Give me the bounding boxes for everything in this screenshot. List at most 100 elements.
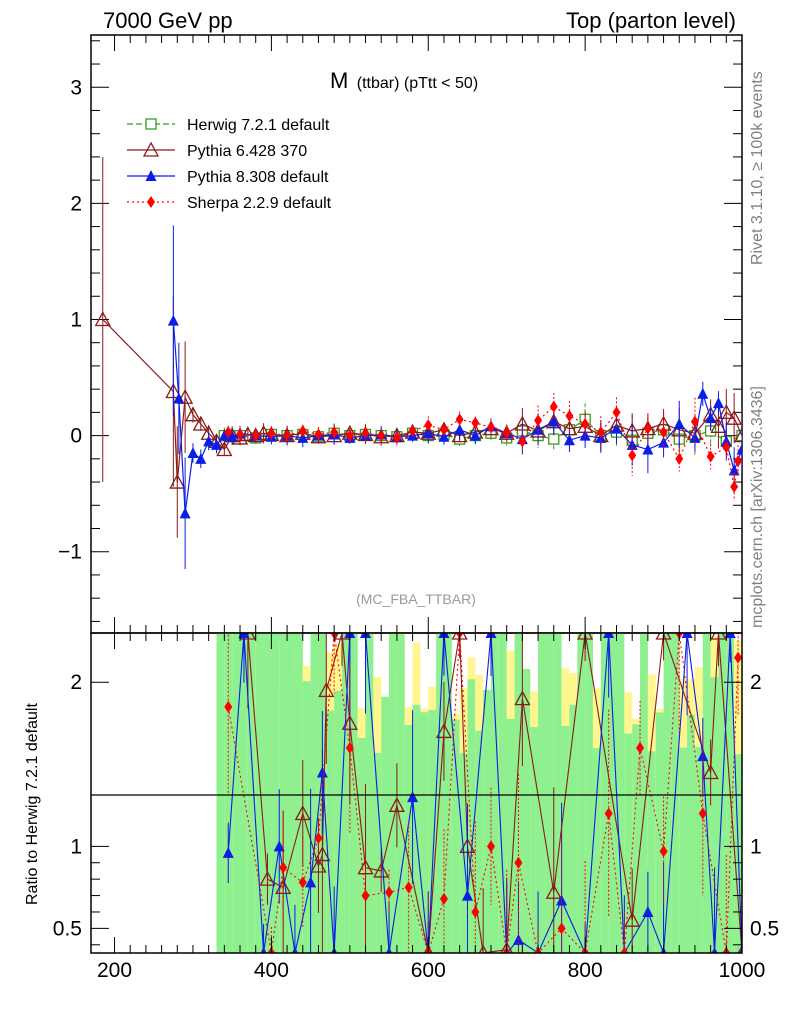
data-point-pythia6 xyxy=(718,404,735,420)
data-point-pythia8 xyxy=(297,431,309,443)
ratio-point-sherpa xyxy=(279,861,288,874)
data-point-pythia8 xyxy=(642,443,654,455)
ratio-point-pythia8 xyxy=(316,766,328,778)
ratio-point-pythia6 xyxy=(702,764,719,780)
band-green xyxy=(302,681,311,953)
x-tick-label: 1000 xyxy=(719,959,766,982)
band-green xyxy=(647,751,656,953)
band-green xyxy=(420,712,429,953)
data-point-sherpa xyxy=(314,428,323,441)
data-point-sherpa xyxy=(424,419,433,432)
data-point-sherpa xyxy=(549,400,558,413)
band-green xyxy=(365,633,374,953)
band-green xyxy=(569,704,578,953)
data-point-pythia8 xyxy=(673,417,685,429)
data-point-pythia6 xyxy=(726,409,742,425)
ratio-series-sherpa xyxy=(224,633,742,953)
data-point-sherpa xyxy=(377,429,386,442)
data-point-pythia8 xyxy=(438,430,450,442)
y-tick-label: 0 xyxy=(70,425,82,448)
plot-title: M (ttbar) (pTtt < 50) xyxy=(330,68,478,93)
y-tick-label: −1 xyxy=(58,541,82,564)
data-point-pythia8 xyxy=(720,435,732,447)
main-series-layer xyxy=(94,156,742,570)
ratio-point-sherpa xyxy=(385,886,394,899)
data-point-sherpa xyxy=(628,449,637,462)
ratio-point-sherpa xyxy=(224,700,233,713)
band-green xyxy=(585,633,593,953)
data-point-pythia8 xyxy=(469,429,481,441)
ratio-point-pythia6 xyxy=(545,883,562,899)
legend-marker-herwig xyxy=(145,118,157,130)
ratio-point-pythia8 xyxy=(556,894,568,906)
ratio-line-sherpa xyxy=(227,633,739,953)
ratio-point-sherpa xyxy=(345,741,354,754)
data-point-sherpa xyxy=(455,413,464,426)
series-sherpa xyxy=(224,392,742,501)
band-green xyxy=(412,704,421,953)
band-green xyxy=(655,712,664,953)
band-green xyxy=(483,689,492,953)
rivet-version-label: Rivet 3.1.10, ≥ 100k events xyxy=(749,71,766,265)
band-green xyxy=(640,633,648,953)
data-point-sherpa xyxy=(659,426,668,439)
band-green xyxy=(530,727,539,953)
ratio-point-pythia6 xyxy=(259,870,276,886)
band-green xyxy=(538,633,546,953)
ratio-y-tick-label: 2 xyxy=(70,671,82,694)
mcplots-reference-label: mcplots.cern.ch [arXiv:1306.3436] xyxy=(749,386,766,628)
band-green xyxy=(443,633,452,953)
legend-label: Herwig 7.2.1 default xyxy=(187,117,330,134)
band-green xyxy=(702,633,711,953)
analysis-label: (MC_FBA_TTBAR) xyxy=(356,591,476,607)
x-tick-label: 800 xyxy=(568,959,603,982)
band-green xyxy=(506,718,515,953)
collision-energy-label: 7000 GeV pp xyxy=(103,8,233,33)
data-point-pythia8 xyxy=(454,423,466,435)
x-tick-label: 600 xyxy=(411,959,446,982)
legend-item-pythia6: Pythia 6.428 370 xyxy=(127,141,307,160)
legend-label: Pythia 8.308 default xyxy=(187,169,329,186)
data-point-pythia8 xyxy=(173,392,185,404)
ratio-point-pythia6 xyxy=(314,846,331,862)
data-point-sherpa xyxy=(730,480,739,493)
data-point-sherpa xyxy=(518,435,527,448)
ratio-point-pythia8 xyxy=(681,633,693,638)
data-point-pythia8 xyxy=(167,314,179,326)
ratio-point-pythia8 xyxy=(291,947,298,953)
ratio-point-pythia6 xyxy=(357,859,374,875)
data-point-pythia8 xyxy=(728,464,740,476)
ratio-line-pythia6 xyxy=(247,633,742,953)
ratio-axis-ticks: 200 400 600 800 1000 0.5 0.5 1 1 2 2 xyxy=(53,633,779,982)
main-axis-ticks: −1 0 1 2 3 xyxy=(58,35,743,633)
data-point-sherpa xyxy=(236,428,245,441)
ratio-point-sherpa xyxy=(314,832,323,845)
data-point-pythia8 xyxy=(226,430,238,442)
data-point-sherpa xyxy=(298,424,307,437)
band-green xyxy=(341,633,350,953)
legend-item-pythia8: Pythia 8.308 default xyxy=(127,169,329,186)
ratio-point-sherpa xyxy=(636,741,645,754)
band-green xyxy=(224,633,233,953)
ratio-point-sherpa xyxy=(734,651,742,664)
ratio-point-pythia6 xyxy=(624,911,641,927)
ratio-y-tick-label: 0.5 xyxy=(53,917,82,940)
ratio-point-pythia6 xyxy=(388,796,405,812)
data-point-sherpa xyxy=(392,431,401,444)
band-green xyxy=(263,633,272,953)
ratio-y-tick-label-right: 1 xyxy=(750,835,762,858)
data-point-pythia8 xyxy=(203,435,215,447)
band-green xyxy=(577,633,586,953)
band-green xyxy=(255,633,264,953)
ratio-point-sherpa xyxy=(439,892,448,905)
data-point-sherpa xyxy=(502,427,511,440)
data-point-sherpa xyxy=(251,429,260,442)
data-point-sherpa xyxy=(596,426,605,439)
ratio-point-pythia8 xyxy=(724,633,736,638)
legend-label: Sherpa 2.2.9 default xyxy=(187,195,332,212)
data-point-pythia8 xyxy=(532,423,544,435)
data-point-pythia6 xyxy=(94,311,111,327)
band-green xyxy=(687,714,695,953)
band-green xyxy=(624,733,633,953)
ratio-point-pythia8 xyxy=(711,947,718,953)
